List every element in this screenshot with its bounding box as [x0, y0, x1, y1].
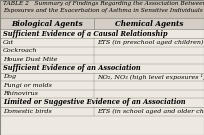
Bar	[0, 18, 204, 29]
Text: Rhinovirus: Rhinovirus	[3, 91, 38, 96]
Bar	[0, 29, 204, 135]
Bar	[0, 63, 204, 72]
Text: Chemical Agents: Chemical Agents	[115, 19, 183, 28]
Text: Cockroach: Cockroach	[3, 48, 38, 53]
Bar	[0, 98, 204, 107]
Text: Sufficient Evidence of a Causal Relationship: Sufficient Evidence of a Causal Relation…	[3, 30, 167, 38]
Text: NO₂, NO₃ (high level exposures ¹): NO₂, NO₃ (high level exposures ¹)	[97, 74, 204, 80]
Text: House Dust Mite: House Dust Mite	[3, 57, 58, 62]
Text: Domestic birds: Domestic birds	[3, 109, 52, 114]
Bar	[0, 0, 204, 18]
Text: Dog: Dog	[3, 74, 16, 79]
Text: Biological Agents: Biological Agents	[11, 19, 83, 28]
Text: Cat: Cat	[3, 40, 14, 45]
Bar	[0, 29, 204, 38]
Text: Fungi or molds: Fungi or molds	[3, 83, 52, 88]
Text: ETS (in preschool aged children): ETS (in preschool aged children)	[97, 40, 203, 45]
Text: Sufficient Evidence of an Association: Sufficient Evidence of an Association	[3, 64, 141, 72]
Text: TABLE 2   Summary of Findings Regarding the Association Between Indoor Biolog: TABLE 2 Summary of Findings Regarding th…	[3, 1, 204, 6]
Text: ETS (in school aged and older children, and in: ETS (in school aged and older children, …	[97, 109, 204, 114]
Text: Exposures and the Exacerbation of Asthma in Sensitive Individuals: Exposures and the Exacerbation of Asthma…	[3, 8, 203, 13]
Text: Limited or Suggestive Evidence of an Association: Limited or Suggestive Evidence of an Ass…	[3, 99, 186, 107]
